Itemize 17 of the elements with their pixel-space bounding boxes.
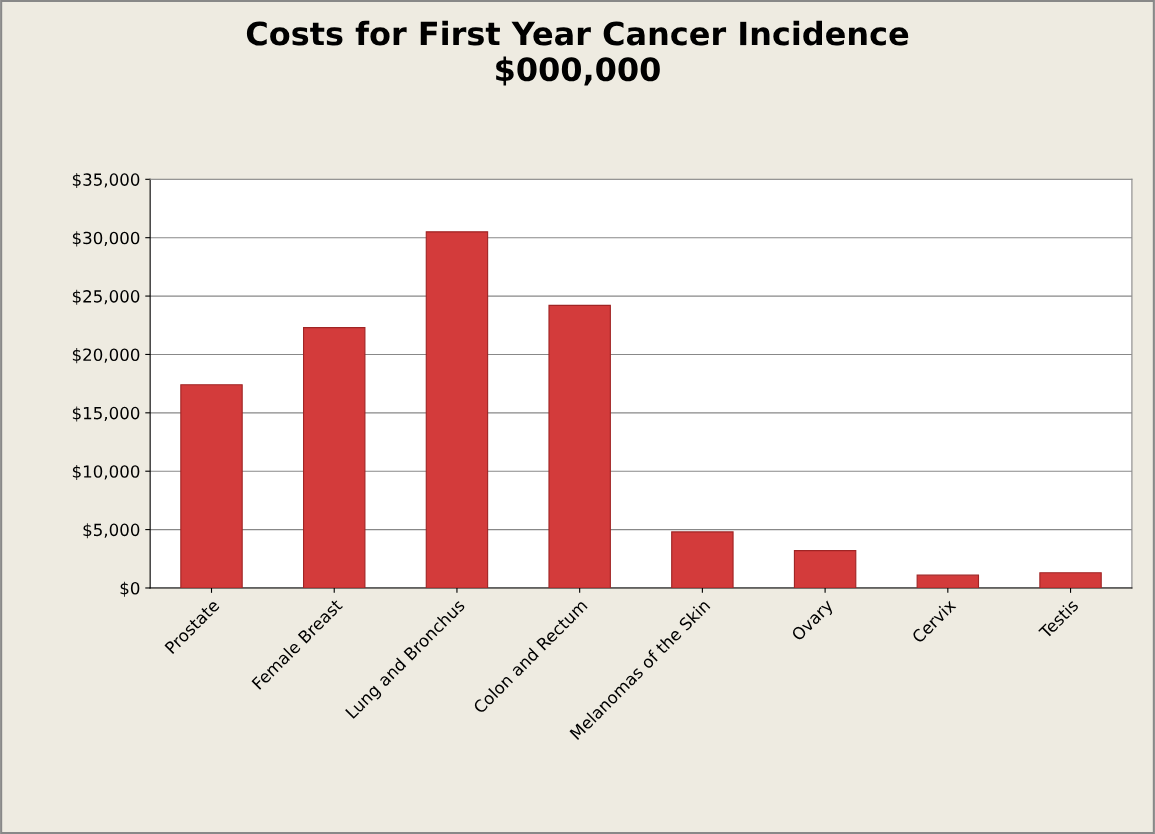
y-tick-label: $10,000 — [72, 464, 140, 480]
bar — [916, 574, 980, 588]
y-tick-label: $5,000 — [83, 523, 140, 539]
bar — [548, 304, 611, 588]
bar — [302, 327, 366, 588]
y-tick-label: $15,000 — [72, 406, 140, 422]
y-tick-label: $0 — [120, 581, 140, 597]
y-tick-label: $35,000 — [72, 172, 140, 189]
bar — [793, 550, 857, 588]
y-tick-label: $25,000 — [72, 289, 140, 305]
bar — [1039, 572, 1102, 588]
chart-title: Costs for First Year Cancer Incidence $000,000 — [246, 20, 909, 86]
y-tick-label: $20,000 — [72, 348, 140, 364]
bar — [180, 384, 243, 588]
bar — [425, 231, 489, 588]
y-tick-label: $30,000 — [72, 231, 140, 247]
bar — [671, 531, 734, 588]
